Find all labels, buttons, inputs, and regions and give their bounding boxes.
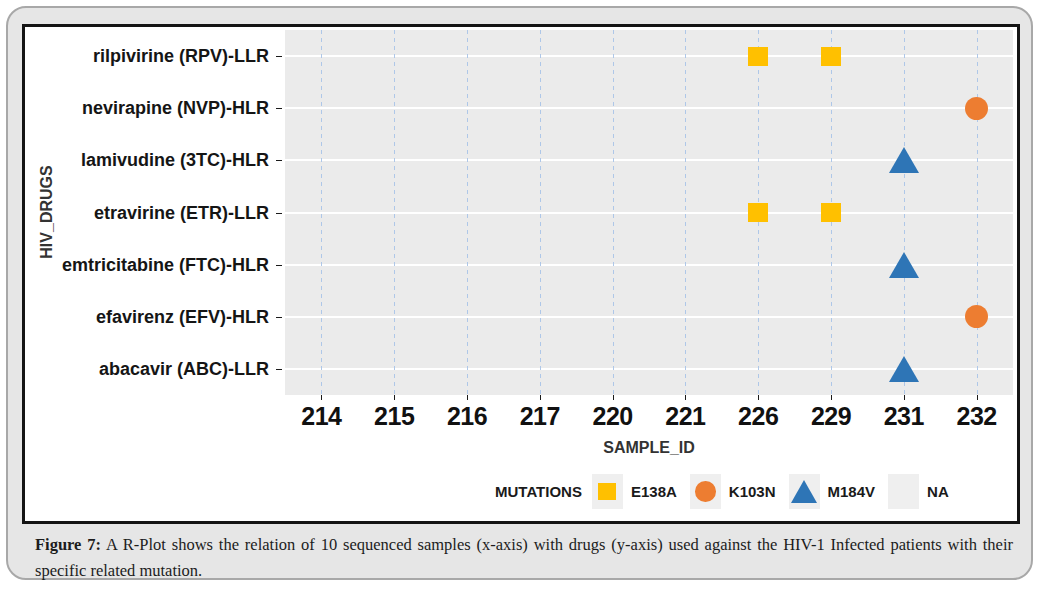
chart-area: rilpivirine (RPV)-LLR nevirapine (NVP)-HL… (22, 24, 1020, 524)
data-point-K103N (965, 305, 988, 328)
data-point-M184V (889, 147, 919, 173)
v-gridline (321, 30, 322, 395)
data-point-E138A (821, 47, 841, 66)
y-tick-label: rilpivirine (RPV)-LLR (25, 45, 269, 67)
x-tick (977, 395, 978, 400)
y-tick (276, 265, 282, 266)
y-tick-label: etravirine (ETR)-LLR (25, 202, 269, 224)
y-tick (276, 160, 282, 161)
data-point-K103N (965, 97, 988, 120)
square-icon (598, 483, 616, 500)
legend-label: M184V (828, 483, 876, 500)
y-tick (276, 56, 282, 57)
v-gridline (467, 30, 468, 395)
v-gridline (685, 30, 686, 395)
legend-label: NA (927, 483, 949, 500)
v-gridline (904, 30, 905, 395)
x-tick (540, 395, 541, 400)
y-tick-label: efavirenz (EFV)-HLR (25, 306, 269, 328)
legend-key (789, 474, 820, 509)
y-tick-label: emtricitabine (FTC)-HLR (25, 254, 269, 276)
legend-item-E138A: E138A (592, 474, 677, 509)
legend-item-M184V: M184V (789, 474, 876, 509)
data-point-E138A (748, 47, 768, 66)
y-tick (276, 317, 282, 318)
y-tick (276, 213, 282, 214)
y-tick (276, 369, 282, 370)
data-point-E138A (821, 203, 841, 222)
legend-key (592, 474, 623, 509)
y-tick-label: abacavir (ABC)-LLR (25, 358, 269, 380)
legend-item-NA: NA (888, 474, 949, 509)
data-point-M184V (889, 252, 919, 278)
x-tick (758, 395, 759, 400)
figure-caption-text: A R-Plot shows the relation of 10 sequen… (35, 535, 1013, 580)
data-point-E138A (748, 203, 768, 222)
data-point-M184V (889, 356, 919, 382)
v-gridline (394, 30, 395, 395)
x-axis-title: SAMPLE_ID (285, 439, 1013, 457)
figure-caption: Figure 7: A R-Plot shows the relation of… (35, 532, 1013, 583)
legend: MUTATIONS E138A K103N M184V NA (495, 474, 962, 509)
legend-title: MUTATIONS (495, 483, 582, 500)
legend-label: E138A (631, 483, 677, 500)
circle-icon (695, 481, 716, 502)
x-tick (467, 395, 468, 400)
y-tick-label: nevirapine (NVP)-HLR (25, 97, 269, 119)
v-gridline (613, 30, 614, 395)
x-tick (831, 395, 832, 400)
y-tick (276, 108, 282, 109)
figure-frame: rilpivirine (RPV)-LLR nevirapine (NVP)-HL… (6, 6, 1033, 580)
y-axis-title: HIV_DRUGS (36, 112, 58, 312)
x-tick (321, 395, 322, 400)
legend-key (690, 474, 721, 509)
v-gridline (977, 30, 978, 395)
x-tick-label: 232 (932, 402, 1022, 431)
legend-key (888, 474, 919, 509)
x-tick (685, 395, 686, 400)
x-tick (394, 395, 395, 400)
y-tick-label: lamivudine (3TC)-HLR (25, 149, 269, 171)
figure-page: { "chart_data": { "type": "scatter", "ti… (0, 0, 1043, 590)
figure-caption-label: Figure 7: (35, 535, 101, 554)
x-tick (904, 395, 905, 400)
plot-panel (285, 30, 1013, 395)
legend-item-K103N: K103N (690, 474, 776, 509)
x-tick (613, 395, 614, 400)
v-gridline (540, 30, 541, 395)
triangle-icon (791, 480, 817, 503)
legend-label: K103N (729, 483, 776, 500)
